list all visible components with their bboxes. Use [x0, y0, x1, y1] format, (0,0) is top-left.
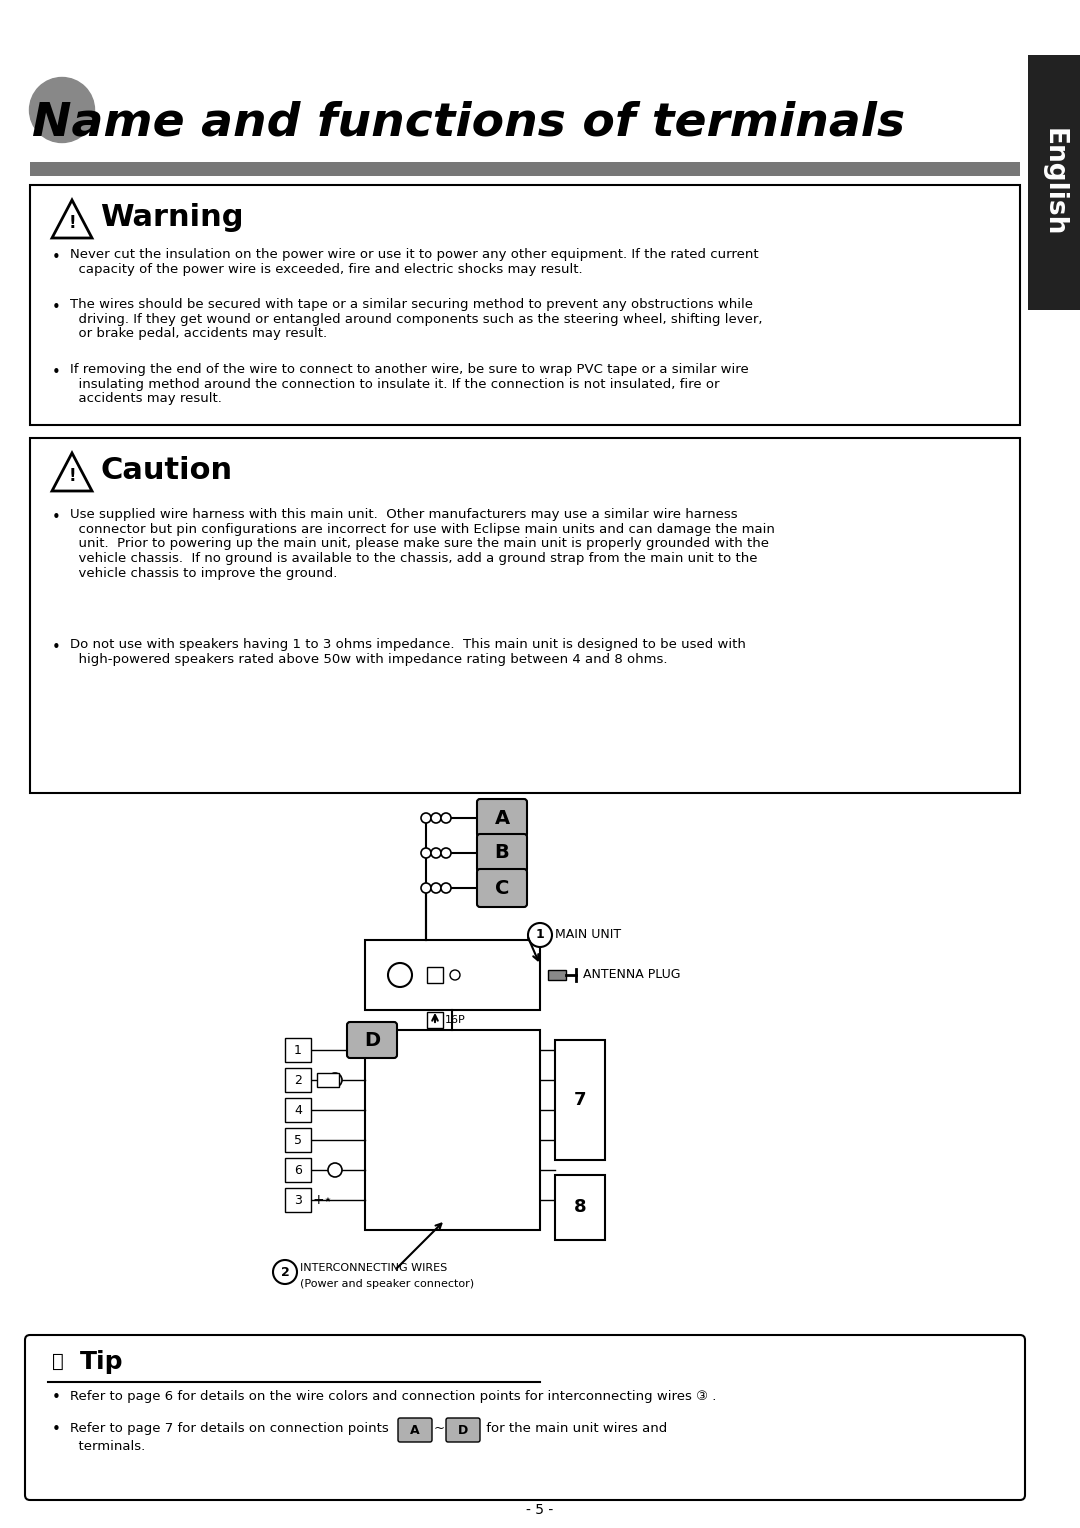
Text: Warning: Warning: [100, 203, 243, 232]
FancyBboxPatch shape: [25, 1335, 1025, 1500]
Circle shape: [431, 883, 441, 892]
Text: vehicle chassis.  If no ground is available to the chassis, add a ground strap f: vehicle chassis. If no ground is availab…: [70, 552, 757, 565]
Text: !: !: [68, 214, 76, 232]
FancyBboxPatch shape: [347, 1022, 397, 1057]
Circle shape: [388, 963, 411, 987]
Circle shape: [273, 1261, 297, 1284]
Circle shape: [431, 813, 441, 824]
Circle shape: [328, 1073, 342, 1086]
Text: unit.  Prior to powering up the main unit, please make sure the main unit is pro: unit. Prior to powering up the main unit…: [70, 538, 769, 550]
Text: •: •: [52, 251, 60, 264]
Text: capacity of the power wire is exceeded, fire and electric shocks may result.: capacity of the power wire is exceeded, …: [70, 263, 582, 275]
Text: (Power and speaker connector): (Power and speaker connector): [300, 1279, 474, 1290]
Text: D: D: [458, 1424, 468, 1436]
FancyBboxPatch shape: [555, 1041, 605, 1160]
Text: Do not use with speakers having 1 to 3 ohms impedance.  This main unit is design: Do not use with speakers having 1 to 3 o…: [70, 639, 746, 651]
Text: A: A: [495, 808, 510, 828]
Circle shape: [450, 970, 460, 979]
Text: Refer to page 7 for details on connection points: Refer to page 7 for details on connectio…: [70, 1423, 389, 1435]
Text: B: B: [495, 843, 510, 862]
FancyBboxPatch shape: [318, 1073, 339, 1086]
FancyBboxPatch shape: [285, 1187, 311, 1212]
Text: Name and functions of terminals: Name and functions of terminals: [32, 99, 905, 145]
Text: •: •: [52, 1390, 60, 1406]
Text: 1: 1: [294, 1044, 302, 1056]
Text: Never cut the insulation on the power wire or use it to power any other equipmen: Never cut the insulation on the power wi…: [70, 248, 758, 261]
Circle shape: [441, 813, 451, 824]
Text: 👆: 👆: [52, 1352, 64, 1371]
FancyBboxPatch shape: [30, 162, 1020, 176]
Text: Refer to page 6 for details on the wire colors and connection points for interco: Refer to page 6 for details on the wire …: [70, 1390, 716, 1403]
Text: +⋆: +⋆: [313, 1193, 333, 1207]
FancyBboxPatch shape: [285, 1158, 311, 1183]
FancyBboxPatch shape: [30, 185, 1020, 425]
Text: C: C: [495, 879, 509, 897]
Text: ~: ~: [434, 1423, 445, 1435]
FancyBboxPatch shape: [555, 1175, 605, 1241]
Text: D: D: [364, 1030, 380, 1050]
Text: Use supplied wire harness with this main unit.  Other manufacturers may use a si: Use supplied wire harness with this main…: [70, 507, 738, 521]
Text: If removing the end of the wire to connect to another wire, be sure to wrap PVC : If removing the end of the wire to conne…: [70, 364, 748, 376]
Text: high-powered speakers rated above 50w with impedance rating between 4 and 8 ohms: high-powered speakers rated above 50w wi…: [70, 652, 667, 666]
Circle shape: [421, 848, 431, 859]
FancyBboxPatch shape: [365, 940, 540, 1010]
Text: ANTENNA PLUG: ANTENNA PLUG: [583, 969, 680, 981]
FancyBboxPatch shape: [427, 967, 443, 983]
Text: A: A: [410, 1424, 420, 1436]
FancyBboxPatch shape: [30, 439, 1020, 793]
Text: •: •: [52, 1423, 60, 1436]
Circle shape: [431, 848, 441, 859]
Text: 7: 7: [573, 1091, 586, 1109]
Circle shape: [528, 923, 552, 947]
Text: - 5 -: - 5 -: [526, 1504, 554, 1517]
Text: 6: 6: [294, 1163, 302, 1177]
Text: Caution: Caution: [100, 455, 232, 484]
Text: •: •: [52, 640, 60, 656]
FancyBboxPatch shape: [1028, 55, 1080, 310]
Text: terminals.: terminals.: [70, 1439, 145, 1453]
Text: 1: 1: [536, 929, 544, 941]
FancyBboxPatch shape: [477, 834, 527, 872]
Text: •: •: [52, 365, 60, 380]
Circle shape: [421, 813, 431, 824]
FancyBboxPatch shape: [477, 869, 527, 908]
Text: connector but pin configurations are incorrect for use with Eclipse main units a: connector but pin configurations are inc…: [70, 523, 774, 536]
FancyBboxPatch shape: [427, 1012, 443, 1028]
Text: INTERCONNECTING WIRES: INTERCONNECTING WIRES: [300, 1264, 447, 1273]
Text: 5: 5: [294, 1134, 302, 1146]
Text: MAIN UNIT: MAIN UNIT: [555, 929, 621, 941]
Circle shape: [441, 848, 451, 859]
Text: •: •: [52, 510, 60, 526]
Text: •: •: [52, 299, 60, 315]
Text: 4: 4: [294, 1103, 302, 1117]
Text: or brake pedal, accidents may result.: or brake pedal, accidents may result.: [70, 327, 327, 341]
Text: The wires should be secured with tape or a similar securing method to prevent an: The wires should be secured with tape or…: [70, 298, 753, 312]
FancyBboxPatch shape: [365, 1030, 540, 1230]
Circle shape: [328, 1163, 342, 1177]
Text: driving. If they get wound or entangled around components such as the steering w: driving. If they get wound or entangled …: [70, 313, 762, 325]
Text: Tip: Tip: [80, 1351, 123, 1374]
Text: 16P: 16P: [445, 1015, 465, 1025]
Text: vehicle chassis to improve the ground.: vehicle chassis to improve the ground.: [70, 567, 337, 581]
FancyBboxPatch shape: [548, 970, 566, 979]
Ellipse shape: [29, 78, 95, 142]
Text: accidents may result.: accidents may result.: [70, 393, 221, 405]
Text: 3: 3: [294, 1193, 302, 1207]
Text: insulating method around the connection to insulate it. If the connection is not: insulating method around the connection …: [70, 377, 719, 391]
FancyBboxPatch shape: [285, 1099, 311, 1122]
Text: !: !: [68, 468, 76, 484]
Text: 8: 8: [573, 1198, 586, 1216]
FancyBboxPatch shape: [285, 1128, 311, 1152]
Text: for the main unit wires and: for the main unit wires and: [482, 1423, 667, 1435]
FancyBboxPatch shape: [399, 1418, 432, 1442]
FancyBboxPatch shape: [477, 799, 527, 837]
Circle shape: [421, 883, 431, 892]
FancyBboxPatch shape: [285, 1038, 311, 1062]
Circle shape: [441, 883, 451, 892]
FancyBboxPatch shape: [285, 1068, 311, 1093]
Text: 2: 2: [294, 1074, 302, 1086]
FancyBboxPatch shape: [446, 1418, 480, 1442]
Text: 2: 2: [281, 1265, 289, 1279]
Text: English: English: [1041, 128, 1067, 237]
